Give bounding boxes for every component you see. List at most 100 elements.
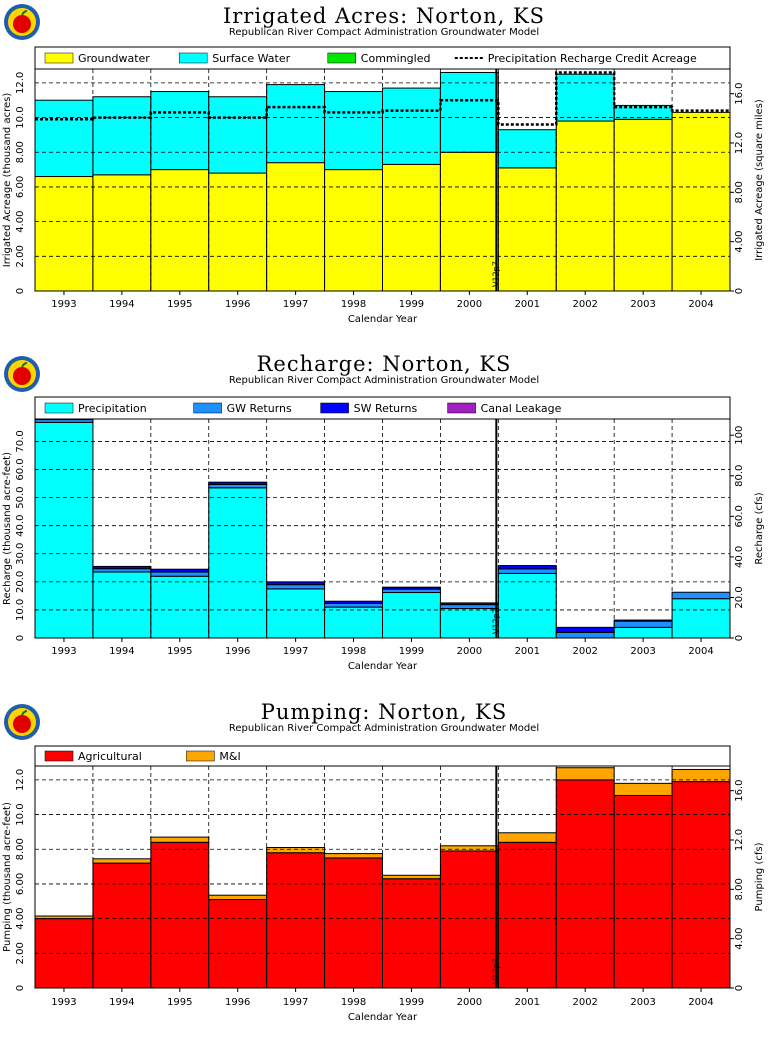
y2-tick-label: 100	[734, 426, 745, 445]
x-tick-label: 1996	[225, 646, 250, 657]
x-axis-title: Calendar Year	[348, 314, 418, 325]
pumping-chart: Agricultural M&I 0 2.00 4.00 6.00 8.00 10.0 12.0…	[2, 745, 765, 1023]
bar-segment	[671, 591, 731, 600]
chart-title: Irrigated Acres: Norton, KS	[222, 4, 546, 28]
x-tick-label: 1999	[399, 299, 424, 310]
y2-tick-label: 0	[734, 288, 745, 294]
y-tick-label: 6.00	[15, 873, 26, 895]
x-tick-label: 2001	[515, 299, 540, 310]
bar-segment	[613, 782, 673, 796]
y2-tick-label: 8.00	[734, 181, 745, 203]
y-tick-label: 0	[15, 635, 26, 641]
chart-subtitle: Republican River Compact Administration …	[228, 723, 540, 734]
bar-segment	[150, 575, 210, 639]
irrigated-acres-panel: Irrigated Acres: Norton, KS Republican R…	[0, 0, 768, 335]
bar-segment	[324, 169, 384, 292]
recharge-chart: Precipitation GW Returns SW Returns Canal L…	[2, 396, 765, 672]
bar-segment	[497, 841, 557, 989]
bar-segment	[92, 565, 152, 570]
y2-tick-label: 16.0	[734, 780, 745, 802]
x-tick-label: 2000	[457, 299, 482, 310]
chart-title: Pumping: Norton, KS	[260, 700, 508, 724]
bar-segment	[555, 631, 615, 639]
y2-tick-label: 20.0	[734, 586, 745, 608]
bar-segment	[555, 626, 615, 633]
bar-segment	[439, 71, 499, 153]
bar-segment	[555, 120, 615, 292]
bar-segment	[92, 858, 152, 864]
legend-label: Agricultural	[78, 750, 142, 763]
bar-segment	[613, 118, 673, 292]
bar-segment	[324, 602, 384, 608]
bar-segment	[671, 781, 731, 989]
x-tick-label: 2002	[572, 646, 597, 657]
x-tick-label: 1999	[399, 646, 424, 657]
x-tick-label: 1998	[341, 997, 366, 1008]
bar-segment	[324, 857, 384, 989]
legend-label: Canal Leakage	[481, 402, 562, 415]
y-tick-label: 8.00	[15, 838, 26, 860]
x-tick-label: 1996	[225, 997, 250, 1008]
y-tick-label: 2.00	[15, 942, 26, 964]
apple-logo-icon	[3, 355, 41, 393]
x-tick-label: 2001	[515, 997, 540, 1008]
x-axis-title: Calendar Year	[348, 661, 418, 672]
y2-tick-label: 80.0	[734, 465, 745, 487]
y2-tick-label: 60.0	[734, 505, 745, 527]
bar-segment	[555, 73, 615, 122]
x-tick-label: 1998	[341, 299, 366, 310]
bar-segment	[613, 104, 673, 120]
y2-axis-title: Irrigated Acreage (square miles)	[754, 99, 765, 261]
bar-segment	[208, 899, 268, 989]
chart-subtitle: Republican River Compact Administration …	[228, 375, 540, 386]
y-tick-label: 10.0	[15, 803, 26, 825]
x-tick-label: 2002	[572, 997, 597, 1008]
x-tick-label: 1995	[167, 646, 192, 657]
x-tick-label: 2003	[630, 299, 655, 310]
legend-swatch	[327, 52, 357, 64]
legend-swatch	[320, 402, 349, 414]
x-tick-label: 2004	[688, 299, 713, 310]
bar-segment	[382, 592, 441, 639]
bar-segment	[208, 894, 268, 901]
legend-label: Surface Water	[212, 52, 290, 65]
x-tick-label: 1997	[283, 299, 308, 310]
version-marker-label: V12p7	[491, 608, 500, 634]
legend-label: GW Returns	[227, 402, 292, 415]
y-tick-label: 6.00	[15, 176, 26, 198]
y2-tick-label: 12.0	[734, 829, 745, 851]
bar-segment	[613, 619, 673, 622]
legend-label: SW Returns	[354, 402, 418, 415]
legend-swatch	[44, 750, 74, 762]
y2-tick-label: 0	[734, 985, 745, 991]
bar-segment	[497, 568, 557, 574]
legend-swatch	[193, 402, 222, 414]
y-tick-label: 4.00	[15, 907, 26, 929]
bar-segment	[92, 568, 152, 573]
apple-logo-icon	[3, 3, 41, 41]
bar-segment	[266, 162, 326, 292]
legend-swatch	[44, 52, 74, 64]
bar-segment	[439, 602, 499, 606]
recharge-panel: Recharge: Norton, KS Republican River Co…	[0, 350, 768, 685]
bar-segment	[497, 167, 557, 292]
legend-swatch	[186, 750, 215, 762]
x-tick-label: 2002	[572, 299, 597, 310]
y2-tick-label: 40.0	[734, 546, 745, 568]
bar-segment	[150, 836, 210, 843]
bar-segment	[266, 847, 326, 854]
x-tick-label: 2003	[630, 997, 655, 1008]
plot-frame	[34, 418, 731, 639]
y-tick-label: 30.0	[15, 543, 26, 565]
y-tick-label: 12.0	[15, 769, 26, 791]
x-tick-label: 1998	[341, 646, 366, 657]
x-tick-label: 1997	[283, 646, 308, 657]
irrigated-acres-chart: Groundwater Surface Water Commingled Precip…	[2, 46, 765, 325]
bar-segment	[382, 87, 441, 165]
bar-segment	[324, 91, 384, 171]
x-axis-title: Calendar Year	[348, 1012, 418, 1023]
x-tick-label: 1994	[109, 646, 134, 657]
bar-segment	[208, 487, 268, 639]
bar-segment	[324, 853, 384, 859]
x-tick-label: 2004	[688, 646, 713, 657]
